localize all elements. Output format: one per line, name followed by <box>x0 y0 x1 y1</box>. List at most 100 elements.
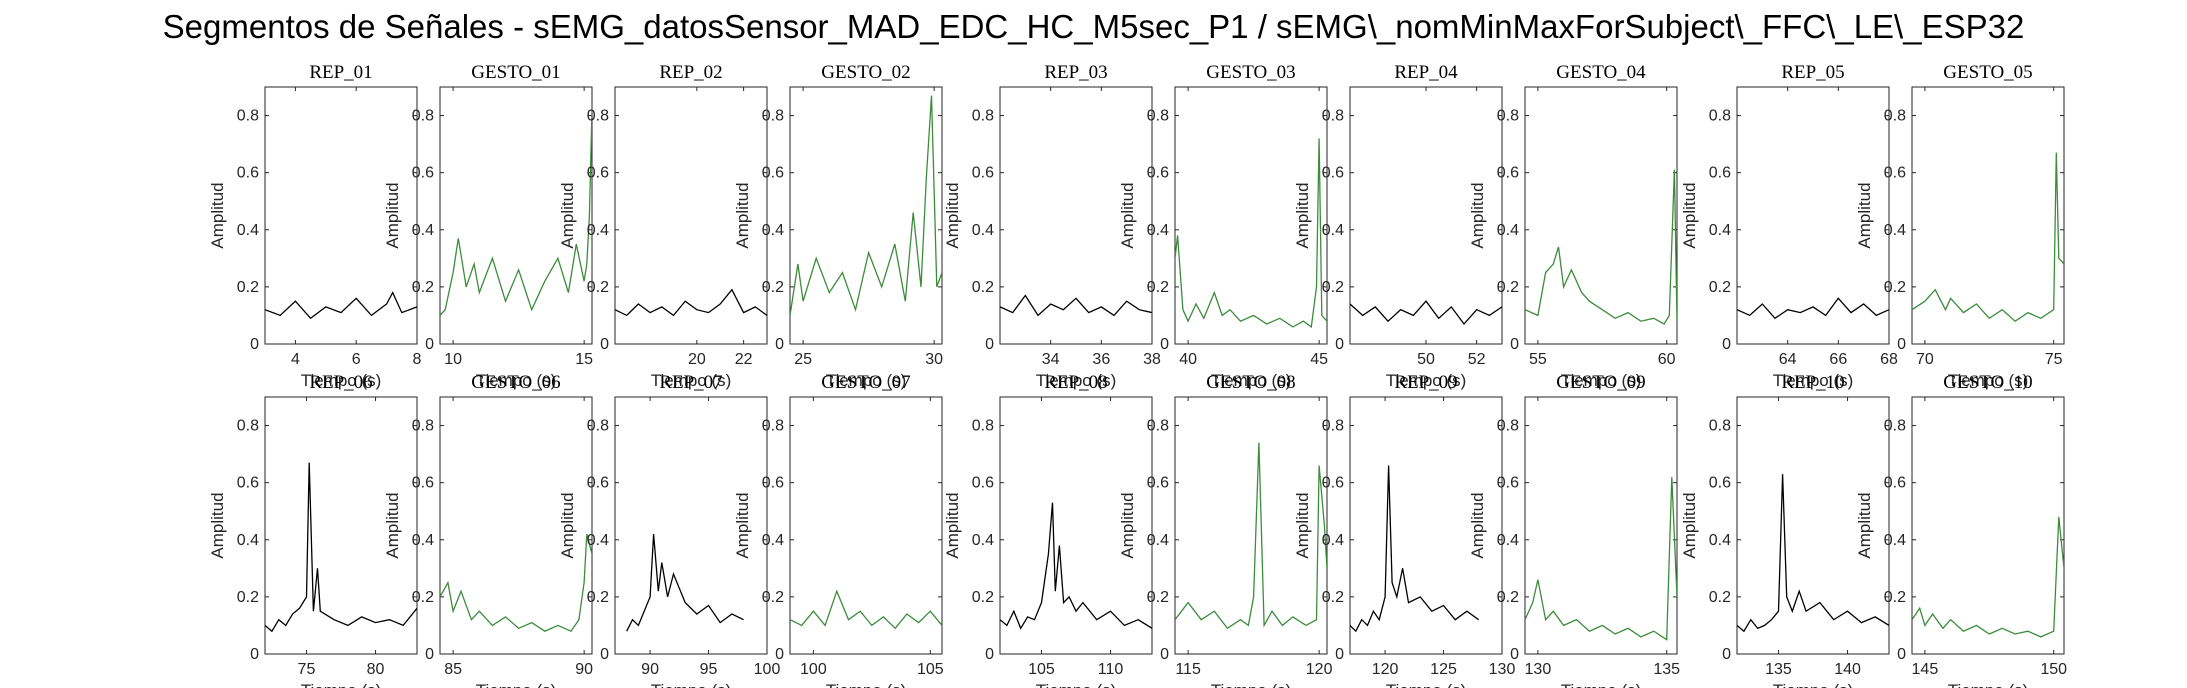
y-axis-label: Amplitud <box>733 182 752 248</box>
y-tick-label: 0.4 <box>412 222 434 239</box>
y-axis-label: Amplitud <box>1680 182 1699 248</box>
y-tick-label: 0.2 <box>972 279 994 296</box>
series-line <box>626 534 744 632</box>
y-tick-label: 0.6 <box>1884 475 1906 492</box>
y-axis-label: Amplitud <box>208 182 227 248</box>
subplot-title: GESTO_01 <box>471 62 560 83</box>
y-tick-label: 0 <box>1335 646 1344 663</box>
y-tick-label: 0.4 <box>1884 222 1906 239</box>
y-tick-label: 0.4 <box>1322 222 1344 239</box>
subplot-gesto-01: 0 0.2 0.4 0.6 0.8 10 15 GESTO_01 Tiempo (s) Ampli… <box>383 62 593 390</box>
y-tick-label: 0.4 <box>587 532 609 549</box>
y-axis-label: Amplitud <box>1118 182 1137 248</box>
subplot-title: GESTO_02 <box>821 62 910 83</box>
y-tick-label: 0.6 <box>972 165 994 182</box>
subplot-title: REP_05 <box>1781 62 1844 83</box>
x-tick-label: 120 <box>1306 661 1333 678</box>
axes-frame <box>614 396 768 655</box>
subplot-gesto-04: 0 0.2 0.4 0.6 0.8 55 60 GESTO_04 Tiempo (s) Ampli… <box>1468 62 1678 390</box>
subplot-title: GESTO_06 <box>471 372 560 393</box>
x-tick-label: 80 <box>367 661 385 678</box>
x-axis-label: Tiempo (s) <box>826 681 907 688</box>
x-tick-label: 45 <box>1310 351 1328 368</box>
x-tick-label: 52 <box>1468 351 1486 368</box>
x-axis-label: Tiempo (s) <box>1036 371 1117 390</box>
y-tick-label: 0.4 <box>1709 222 1731 239</box>
axes-frame <box>1524 86 1678 345</box>
y-axis-label: Amplitud <box>558 492 577 558</box>
y-tick-label: 0.8 <box>1884 108 1906 125</box>
y-tick-label: 0.2 <box>1322 589 1344 606</box>
y-tick-label: 0.4 <box>1497 222 1519 239</box>
y-tick-label: 0.4 <box>972 532 994 549</box>
y-axis-label: Amplitud <box>1468 492 1487 558</box>
series-line <box>1350 465 1479 633</box>
subplot-title: REP_01 <box>309 62 372 83</box>
x-axis-label: Tiempo (s) <box>651 371 732 390</box>
y-tick-label: 0.2 <box>1497 589 1519 606</box>
y-tick-label: 0.6 <box>237 475 259 492</box>
y-tick-label: 0.2 <box>1884 589 1906 606</box>
y-tick-label: 0.6 <box>1884 165 1906 182</box>
y-tick-label: 0.6 <box>1497 475 1519 492</box>
y-tick-label: 0.6 <box>412 165 434 182</box>
x-tick-label: 130 <box>1525 661 1552 678</box>
x-tick-label: 60 <box>1658 351 1676 368</box>
y-axis-label: Amplitud <box>383 492 402 558</box>
x-tick-label: 100 <box>800 661 827 678</box>
axes-frame <box>1349 396 1503 655</box>
y-tick-label: 0.2 <box>412 589 434 606</box>
y-axis-label: Amplitud <box>733 492 752 558</box>
axes-frame <box>264 86 418 345</box>
x-tick-label: 34 <box>1042 351 1060 368</box>
y-tick-label: 0 <box>250 336 259 353</box>
y-tick-label: 0 <box>1897 336 1906 353</box>
subplot-rep-04: 0 0.2 0.4 0.6 0.8 50 52 REP_04 Tiempo (s) Amplitu… <box>1293 62 1503 390</box>
x-tick-label: 125 <box>1430 661 1457 678</box>
x-axis-label: Tiempo (s) <box>651 681 732 688</box>
y-tick-label: 0.6 <box>587 165 609 182</box>
y-axis-label: Amplitud <box>1468 182 1487 248</box>
subplot-rep-05: 0 0.2 0.4 0.6 0.8 64 66 68 REP_05 Tiempo (s) Ampli… <box>1680 62 1898 390</box>
y-axis-label: Amplitud <box>208 492 227 558</box>
y-tick-label: 0.8 <box>587 418 609 435</box>
x-axis-label: Tiempo (s) <box>1948 681 2029 688</box>
subplot-title: REP_10 <box>1781 372 1844 393</box>
y-tick-label: 0.8 <box>1322 108 1344 125</box>
subplot-gesto-05: 0 0.2 0.4 0.6 0.8 70 75 GESTO_05 Tiempo (s) Ampli… <box>1855 62 2065 390</box>
x-tick-label: 38 <box>1143 351 1161 368</box>
y-tick-label: 0.8 <box>587 108 609 125</box>
subplot-title: GESTO_05 <box>1943 62 2032 83</box>
y-tick-label: 0.6 <box>1322 475 1344 492</box>
y-tick-label: 0.8 <box>1709 418 1731 435</box>
axes-frame <box>1524 396 1678 655</box>
x-tick-label: 20 <box>688 351 706 368</box>
y-tick-label: 0.2 <box>1497 279 1519 296</box>
y-tick-label: 0.2 <box>587 589 609 606</box>
subplot-rep-03: 0 0.2 0.4 0.6 0.8 34 36 38 REP_03 Tiempo (s) Ampli… <box>943 62 1161 390</box>
y-tick-label: 0.2 <box>1709 589 1731 606</box>
series-line <box>1525 476 1677 641</box>
y-tick-label: 0.4 <box>1322 532 1344 549</box>
x-tick-label: 105 <box>1028 661 1055 678</box>
x-axis-label: Tiempo (s) <box>1036 681 1117 688</box>
subplot-title: GESTO_08 <box>1206 372 1295 393</box>
y-tick-label: 0 <box>1722 646 1731 663</box>
y-axis-label: Amplitud <box>943 182 962 248</box>
y-tick-label: 0.4 <box>587 222 609 239</box>
y-tick-label: 0.6 <box>587 475 609 492</box>
y-axis-label: Amplitud <box>943 492 962 558</box>
y-axis-label: Amplitud <box>383 182 402 248</box>
y-tick-label: 0.4 <box>1884 532 1906 549</box>
subplot-gesto-03: 0 0.2 0.4 0.6 0.8 40 45 GESTO_03 Tiempo (s) Ampli… <box>1118 62 1328 390</box>
subplot-rep-02: 0 0.2 0.4 0.6 0.8 20 22 REP_02 Tiempo (s) Amplitu… <box>558 62 768 390</box>
x-tick-label: 50 <box>1417 351 1435 368</box>
x-tick-label: 6 <box>352 351 361 368</box>
y-tick-label: 0.8 <box>972 108 994 125</box>
axes-frame <box>1736 86 1890 345</box>
x-axis-label: Tiempo (s) <box>301 371 382 390</box>
